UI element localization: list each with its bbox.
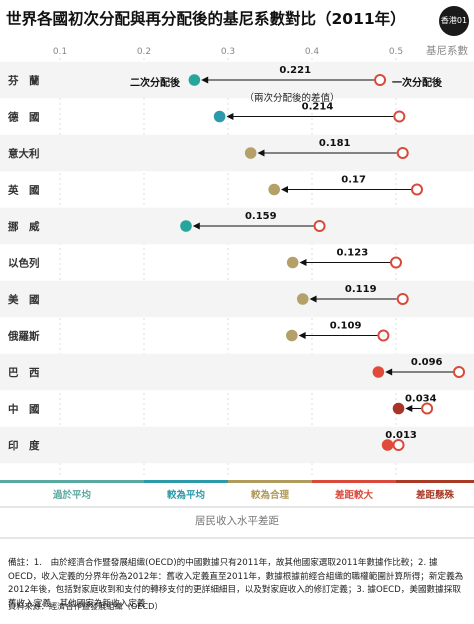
after-point [268,183,281,196]
diff-label: 0.096 [411,357,443,368]
country-label: 中 國 [8,403,40,416]
tick-label: 0.5 [389,47,403,57]
before-point [421,402,434,415]
legend-after-label: 二次分配後 [130,76,181,89]
before-point [377,329,390,342]
diff-arrow-head [192,222,200,230]
band-label: 較為平均 [167,489,206,501]
diff-label: 0.123 [337,248,369,259]
band-label: 差距較大 [335,489,374,501]
diff-arrow-head [257,149,265,157]
country-label: 芬 蘭 [7,74,40,87]
before-point [313,220,326,232]
after-point [286,256,299,269]
band-bar [312,480,396,483]
band-label: 較為合理 [251,489,290,501]
before-point [393,110,406,123]
after-point [372,366,385,378]
x-axis-label: 居民收入水平差距 [195,514,279,527]
diff-arrow-head [298,332,306,339]
after-point [180,220,192,232]
band-bar [396,480,474,483]
legend-before-label: 一次分配後 [392,76,443,89]
before-point [396,147,409,159]
diff-arrow-head [309,295,317,303]
tick-label: 0.2 [137,47,151,57]
band-bar [144,480,228,483]
footnotes: 備註：1. 由於經濟合作暨發展組織(OECD)的中國數據只有2011年，故其他國… [8,558,464,609]
tick-label: 0.1 [53,47,67,57]
after-point [296,293,309,305]
diff-label: 0.013 [385,430,417,441]
gini-bands: 過於平均 較為平均 較為合理 差距較大 差距懸殊 [0,480,474,539]
before-point [411,183,423,196]
country-label: 以色列 [8,257,40,270]
after-point [286,329,298,342]
after-point [392,402,405,415]
after-point [213,110,226,123]
legend-annotations: 二次分配後 一次分配後 （兩次分配後的差值） [130,76,443,104]
country-label: 美 國 [8,293,40,306]
before-point [392,439,405,451]
before-point [374,74,387,86]
diff-arrow-head [201,76,209,84]
x-ticks: 0.1 0.2 0.3 0.4 0.5 [53,47,403,57]
country-label: 印 度 [8,439,40,452]
country-label: 巴 西 [8,367,40,379]
band-label: 差距懸殊 [416,489,455,501]
band-bar [0,480,144,483]
diff-arrow-head [226,113,234,120]
chart-title: 世界各國初次分配與再分配後的基尼系數對比（2011年） [6,9,406,28]
after-point [244,147,257,159]
chart-rows: 芬 蘭 0.221 德 國 0.214 意大利 0.181 英 國 0.17 挪 威 0.159 以… [0,61,474,464]
legend-note: （兩次分配後的差值） [244,92,339,104]
diff-label: 0.17 [341,175,366,186]
diff-arrow-head [281,186,288,193]
before-point [390,256,402,269]
diff-label: 0.221 [279,65,311,76]
country-label: 挪 威 [8,220,40,233]
tick-label: 0.3 [221,47,235,57]
band-label: 過於平均 [52,489,92,501]
diff-label: 0.034 [405,394,437,405]
after-point [188,74,201,86]
before-point [396,293,409,305]
diff-label: 0.109 [330,321,362,332]
band-bar [228,480,312,483]
diff-arrow-head [385,368,393,376]
brand-logo: 香港01 [439,6,469,36]
diff-label: 0.181 [319,138,351,149]
diff-label: 0.119 [345,284,377,295]
country-label: 意大利 [8,147,40,160]
country-label: 俄羅斯 [7,330,40,343]
logo-text: 香港01 [440,16,468,25]
diff-arrow-head [405,405,413,412]
axis-name: 基尼系數 [426,44,468,57]
country-label: 德 國 [7,111,40,124]
diff-label: 0.214 [302,102,334,113]
diff-label: 0.159 [245,211,277,222]
source-note: 資料來源：經濟合作暨發展組織（OECD） [8,601,163,611]
tick-label: 0.4 [305,47,320,57]
gridlines [59,58,397,478]
diff-arrow-head [299,259,307,266]
after-point [381,439,394,451]
gini-dumbbell-chart: 世界各國初次分配與再分配後的基尼系數對比（2011年） 0.1 0.2 0.3 0.4… [0,9,474,539]
before-point [453,366,465,378]
country-label: 英 國 [7,184,40,197]
